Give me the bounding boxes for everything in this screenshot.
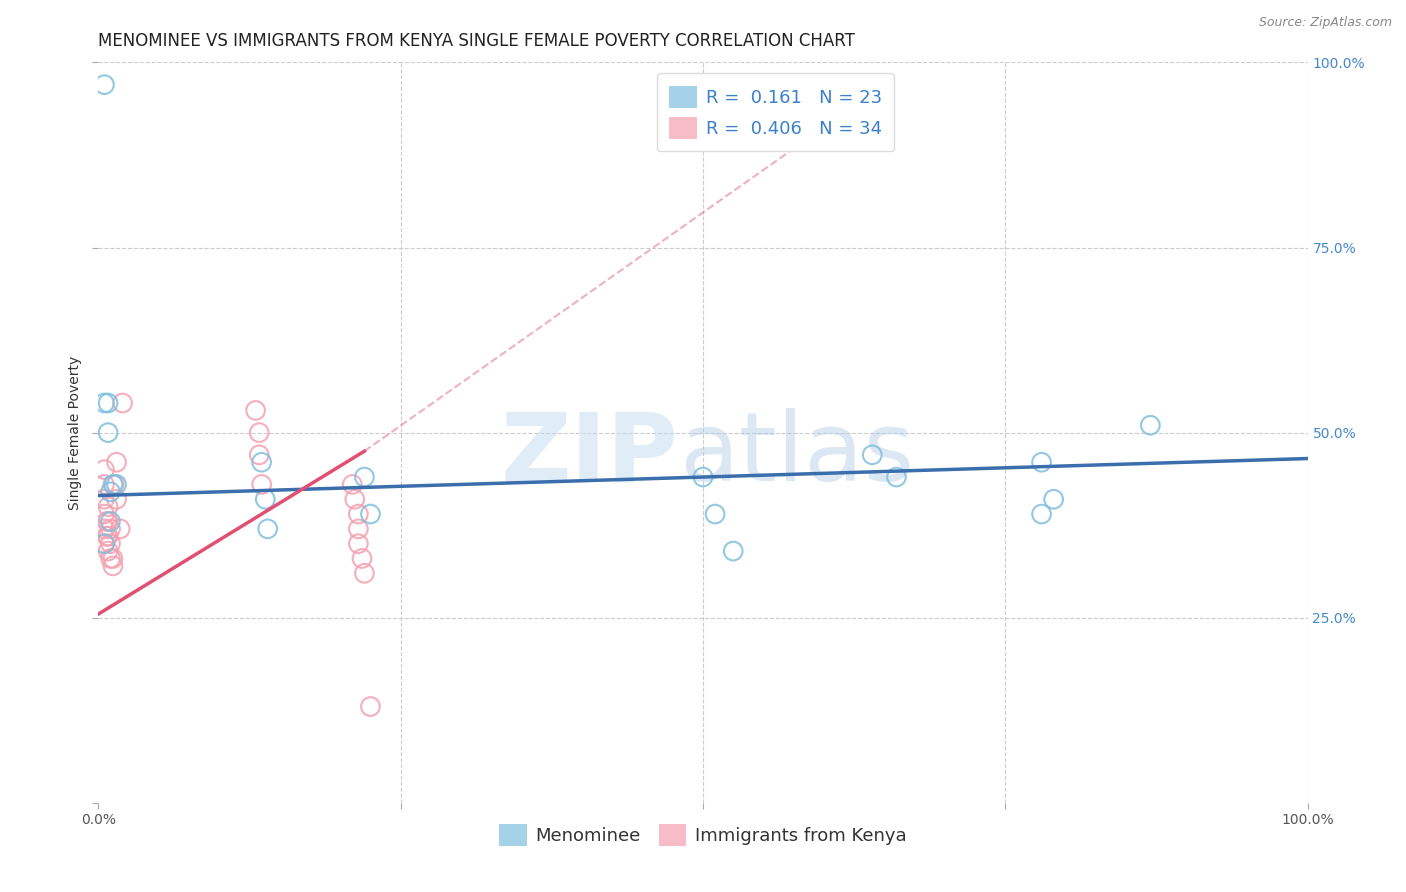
Point <box>100 484 122 499</box>
Point <box>103 477 125 491</box>
Point <box>886 470 908 484</box>
Point <box>100 515 122 529</box>
Point <box>93 522 115 536</box>
Point <box>97 425 120 440</box>
Point <box>96 529 118 543</box>
Point <box>93 462 115 476</box>
Text: Source: ZipAtlas.com: Source: ZipAtlas.com <box>1258 16 1392 29</box>
Point <box>100 536 122 550</box>
Point <box>704 507 727 521</box>
Point <box>254 492 277 507</box>
Text: ZIP: ZIP <box>501 409 679 501</box>
Point <box>105 492 128 507</box>
Point <box>353 470 375 484</box>
Point <box>101 558 124 573</box>
Point <box>96 515 118 529</box>
Point <box>692 470 714 484</box>
Legend: Menominee, Immigrants from Kenya: Menominee, Immigrants from Kenya <box>492 816 914 853</box>
Point <box>93 477 115 491</box>
Point <box>342 477 364 491</box>
Point <box>93 536 115 550</box>
Point <box>101 477 124 491</box>
Point <box>347 536 370 550</box>
Point <box>347 522 370 536</box>
Point <box>97 500 120 514</box>
Point <box>1042 492 1064 507</box>
Point <box>101 551 124 566</box>
Point <box>350 551 373 566</box>
Point <box>360 699 382 714</box>
Point <box>250 477 273 491</box>
Point <box>97 529 120 543</box>
Point <box>860 448 883 462</box>
Point <box>723 544 745 558</box>
Point <box>105 455 128 469</box>
Point <box>247 448 270 462</box>
Point <box>100 522 122 536</box>
Point <box>105 477 128 491</box>
Point <box>256 522 278 536</box>
Point <box>245 403 267 417</box>
Point <box>93 536 115 550</box>
Point <box>343 492 366 507</box>
Text: MENOMINEE VS IMMIGRANTS FROM KENYA SINGLE FEMALE POVERTY CORRELATION CHART: MENOMINEE VS IMMIGRANTS FROM KENYA SINGL… <box>98 32 855 50</box>
Point <box>111 396 134 410</box>
Point <box>347 507 370 521</box>
Point <box>247 425 270 440</box>
Point <box>93 78 115 92</box>
Point <box>97 396 120 410</box>
Point <box>1031 455 1053 469</box>
Point <box>1139 418 1161 433</box>
Point <box>100 551 122 566</box>
Point <box>360 507 382 521</box>
Point <box>97 515 120 529</box>
Point <box>93 507 115 521</box>
Point <box>97 544 120 558</box>
Point <box>250 455 273 469</box>
Point <box>108 522 131 536</box>
Y-axis label: Single Female Poverty: Single Female Poverty <box>69 356 83 509</box>
Point <box>353 566 375 581</box>
Point <box>93 396 115 410</box>
Point <box>1031 507 1053 521</box>
Text: atlas: atlas <box>679 409 914 501</box>
Point <box>93 492 115 507</box>
